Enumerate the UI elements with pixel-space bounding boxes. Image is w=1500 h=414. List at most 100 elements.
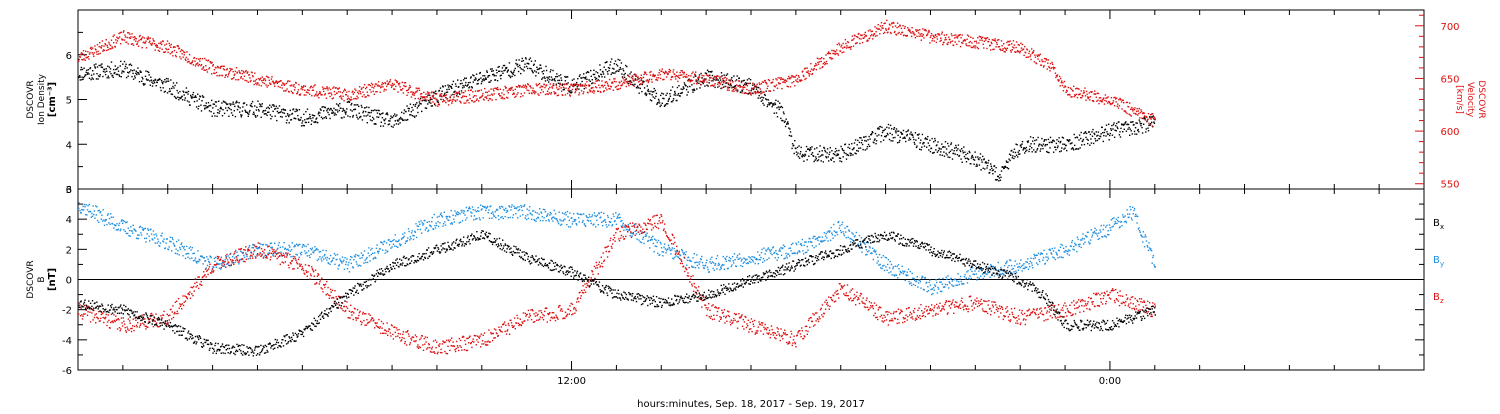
data-point [375,124,376,125]
data-point [721,81,722,82]
data-point [932,35,933,36]
data-point [766,83,767,84]
data-point [609,88,610,89]
data-point [350,104,351,105]
data-point [441,215,442,216]
data-point [204,58,205,59]
data-point [299,257,300,258]
data-point [142,77,143,78]
data-point [177,253,178,254]
data-point [619,82,620,83]
data-point [108,77,109,78]
data-point [1016,144,1017,145]
data-point [388,84,389,85]
data-point [537,212,538,213]
data-point [1057,147,1058,148]
data-point [978,42,979,43]
data-point [264,78,265,79]
data-point [153,230,154,231]
data-point [437,221,438,222]
data-point [113,36,114,37]
data-point [480,72,481,73]
data-point [365,88,366,89]
data-point [558,75,559,76]
data-point [867,146,868,147]
data-point [815,65,816,66]
data-point [380,114,381,115]
data-point [1092,136,1093,137]
data-point [544,84,545,85]
data-point [410,236,411,237]
data-point [586,85,587,86]
data-point [1088,140,1089,141]
data-point [970,37,971,38]
data-point [358,255,359,256]
data-point [923,37,924,38]
data-point [797,147,798,148]
data-point [1153,121,1154,122]
data-point [847,147,848,148]
data-point [297,93,298,94]
data-point [124,61,125,62]
data-point [373,91,374,92]
data-point [397,91,398,92]
data-point [138,238,139,239]
data-point [381,86,382,87]
data-point [339,110,340,111]
data-point [888,27,889,28]
data-point [775,86,776,87]
data-point [618,59,619,60]
data-point [94,210,95,211]
data-point [465,82,466,83]
data-point [591,76,592,77]
data-point [975,156,976,157]
data-point [170,237,171,238]
data-point [172,239,173,240]
data-point [654,98,655,99]
data-point [106,39,107,40]
data-point [84,76,85,77]
data-point [547,215,548,216]
data-point [1019,150,1020,151]
data-point [258,109,259,110]
data-point [133,79,134,80]
data-point [903,130,904,131]
data-point [797,152,798,153]
data-point [656,104,657,105]
data-point [178,92,179,93]
data-point [660,95,661,96]
data-point [486,79,487,80]
data-point [715,80,716,81]
data-point [628,85,629,86]
data-point [1148,113,1149,114]
data-point [352,91,353,92]
data-point [441,96,442,97]
data-point [492,211,493,212]
data-point [974,151,975,152]
data-point [805,151,806,152]
data-point [277,111,278,112]
data-point [491,213,492,214]
data-point [463,213,464,214]
data-point [168,49,169,50]
data-point [256,109,257,110]
data-point [366,115,367,116]
data-point [499,66,500,67]
data-point [325,93,326,94]
data-point [546,70,547,71]
data-point [349,271,350,272]
data-point [1114,105,1115,106]
data-point [759,84,760,85]
data-point [786,80,787,81]
data-point [402,88,403,89]
data-point [281,109,282,110]
data-point [115,39,116,40]
data-point [293,108,294,109]
data-point [657,80,658,81]
data-point [993,49,994,50]
data-point [189,54,190,55]
data-point [1001,40,1002,41]
data-point [543,209,544,210]
data-point [929,140,930,141]
